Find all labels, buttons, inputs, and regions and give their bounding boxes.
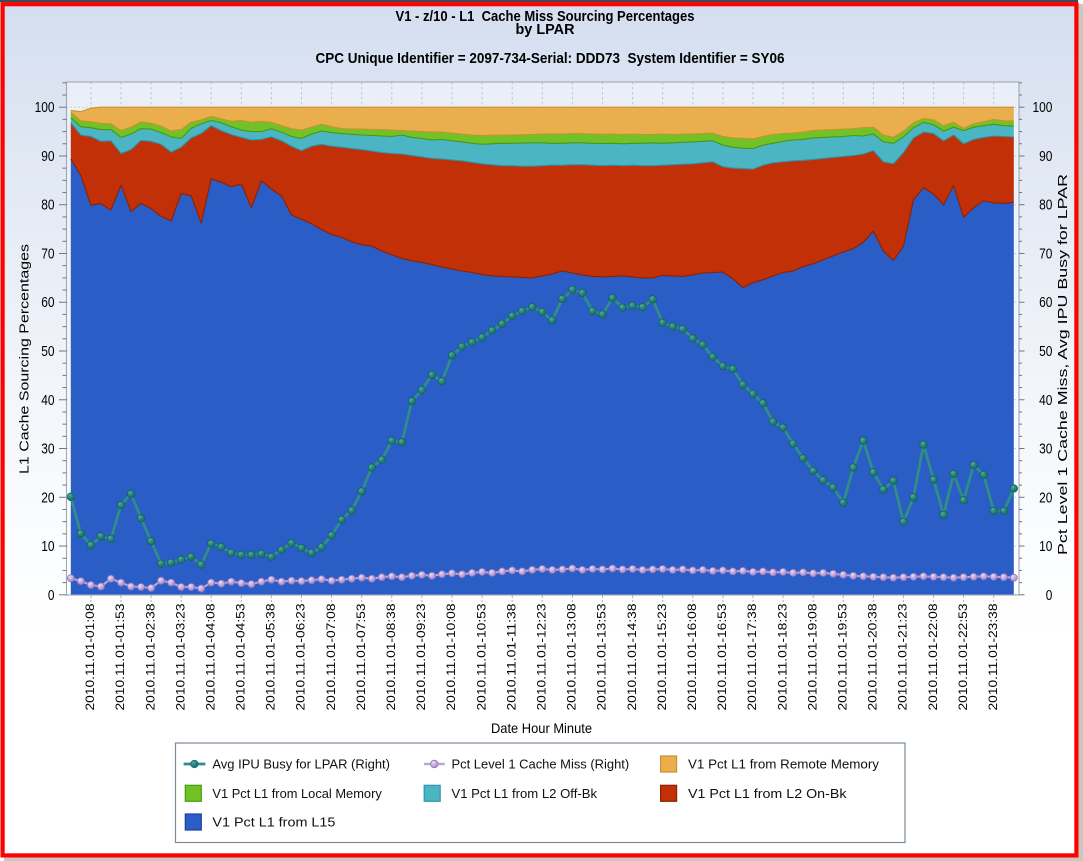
svg-text:2010.11.01-19:53: 2010.11.01-19:53 [838,604,850,711]
svg-text:70: 70 [1039,247,1052,263]
svg-text:90: 90 [41,149,54,165]
svg-text:2010.11.01-06:23: 2010.11.01-06:23 [296,604,308,711]
svg-text:Pct Level 1 Cache Miss, Avg IP: Pct Level 1 Cache Miss, Avg IPU Busy for… [1055,174,1070,555]
svg-text:2010.11.01-14:38: 2010.11.01-14:38 [627,604,639,711]
svg-text:80: 80 [1039,198,1052,214]
svg-text:2010.11.01-18:23: 2010.11.01-18:23 [777,604,789,711]
svg-text:2010.11.01-23:38: 2010.11.01-23:38 [988,604,1000,711]
svg-text:50: 50 [1039,344,1052,360]
svg-text:20: 20 [41,490,54,506]
svg-text:V1 Pct L1 from L2 On-Bk: V1 Pct L1 from L2 On-Bk [688,786,847,801]
svg-text:Pct Level 1 Cache Miss (Right): Pct Level 1 Cache Miss (Right) [452,757,630,772]
svg-text:2010.11.01-07:08: 2010.11.01-07:08 [326,604,338,711]
svg-text:2010.11.01-11:38: 2010.11.01-11:38 [506,604,518,711]
svg-text:V1 Pct L1 from L2 Off-Bk: V1 Pct L1 from L2 Off-Bk [452,786,598,801]
svg-text:90: 90 [1039,149,1052,165]
svg-text:Date Hour Minute: Date Hour Minute [491,720,592,736]
svg-text:CPC Unique Identifier = 2097-7: CPC Unique Identifier = 2097-734-Serial:… [316,50,785,67]
svg-text:70: 70 [41,247,54,263]
svg-text:2010.11.01-13:08: 2010.11.01-13:08 [567,604,579,711]
svg-text:0: 0 [48,588,55,604]
svg-text:40: 40 [1039,393,1052,409]
svg-text:L1 Cache Sourcing Percentages: L1 Cache Sourcing Percentages [17,243,32,474]
svg-text:20: 20 [1039,490,1052,506]
svg-text:2010.11.01-08:38: 2010.11.01-08:38 [386,604,398,711]
svg-text:2010.11.01-22:53: 2010.11.01-22:53 [958,603,970,710]
svg-text:50: 50 [41,344,54,360]
svg-text:2010.11.01-05:38: 2010.11.01-05:38 [266,604,278,711]
svg-text:2010.11.01-12:23: 2010.11.01-12:23 [537,604,549,711]
svg-text:2010.11.01-10:08: 2010.11.01-10:08 [446,604,458,711]
svg-text:2010.11.01-20:38: 2010.11.01-20:38 [868,604,880,711]
svg-text:60: 60 [41,295,54,311]
svg-text:2010.11.01-01:53: 2010.11.01-01:53 [115,604,127,711]
svg-text:by LPAR: by LPAR [516,21,575,38]
svg-text:80: 80 [41,198,54,214]
svg-text:2010.11.01-19:08: 2010.11.01-19:08 [807,604,819,711]
svg-text:2010.11.01-01:08: 2010.11.01-01:08 [85,604,97,711]
svg-text:2010.11.01-09:23: 2010.11.01-09:23 [416,604,428,711]
svg-text:2010.11.01-02:38: 2010.11.01-02:38 [145,604,157,711]
svg-text:2010.11.01-16:53: 2010.11.01-16:53 [717,604,729,711]
svg-text:2010.11.01-07:53: 2010.11.01-07:53 [356,604,368,711]
svg-text:2010.11.01-10:53: 2010.11.01-10:53 [476,604,488,711]
svg-text:Avg IPU Busy for LPAR (Right): Avg IPU Busy for LPAR (Right) [212,757,390,772]
svg-text:2010.11.01-21:23: 2010.11.01-21:23 [898,604,910,711]
svg-text:2010.11.01-13:53: 2010.11.01-13:53 [597,604,609,711]
svg-text:10: 10 [1039,539,1052,555]
svg-text:V1 Pct L1 from Local Memory: V1 Pct L1 from Local Memory [212,786,382,801]
svg-text:V1 Pct L1 from L15: V1 Pct L1 from L15 [212,815,335,830]
svg-text:2010.11.01-03:23: 2010.11.01-03:23 [175,604,187,711]
svg-text:V1 - z/10 - L1 Cache Miss Sou: V1 - z/10 - L1 Cache Miss Sourcing Perce… [396,8,695,25]
svg-text:10: 10 [41,539,54,555]
svg-text:2010.11.01-16:08: 2010.11.01-16:08 [687,604,699,711]
svg-text:2010.11.01-17:38: 2010.11.01-17:38 [747,604,759,711]
svg-text:2010.11.01-04:08: 2010.11.01-04:08 [205,604,217,711]
svg-text:30: 30 [1039,442,1052,458]
svg-text:60: 60 [1039,295,1052,311]
svg-text:V1 Pct L1 from Remote Memory: V1 Pct L1 from Remote Memory [688,757,880,772]
svg-text:100: 100 [1033,100,1053,116]
svg-text:100: 100 [35,100,55,116]
svg-text:2010.11.01-22:08: 2010.11.01-22:08 [928,603,940,710]
svg-text:2010.11.01-15:23: 2010.11.01-15:23 [657,604,669,711]
svg-text:40: 40 [41,393,54,409]
svg-text:2010.11.01-04:53: 2010.11.01-04:53 [236,604,248,711]
svg-text:30: 30 [41,442,54,458]
svg-text:0: 0 [1046,588,1053,604]
